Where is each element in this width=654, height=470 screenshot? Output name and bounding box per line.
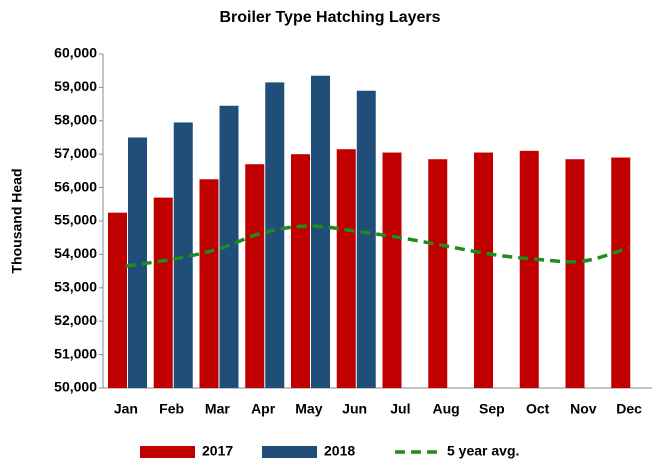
y-tick-label: 54,000 (54, 245, 97, 261)
x-tick-label: Dec (616, 401, 642, 417)
x-tick-label: Sep (479, 401, 505, 417)
bar (108, 212, 127, 388)
x-tick-label: Jul (390, 401, 410, 417)
bar (474, 152, 493, 388)
x-tick-label: May (295, 401, 322, 417)
bar (611, 157, 631, 388)
bar (173, 122, 193, 388)
y-tick-label: 58,000 (54, 112, 97, 128)
legend-swatch (140, 446, 195, 458)
bar (519, 150, 539, 388)
y-tick-label: 51,000 (54, 345, 97, 361)
bar (428, 159, 448, 388)
x-tick-label: Aug (433, 401, 460, 417)
legend-label: 2017 (202, 443, 233, 459)
x-tick-label: Mar (205, 401, 230, 417)
y-axis-title: Thousand Head (9, 168, 25, 273)
bar (382, 152, 402, 388)
bar (565, 159, 585, 388)
y-tick-label: 56,000 (54, 178, 97, 194)
bar (265, 82, 285, 388)
bar (245, 164, 265, 388)
bar (128, 137, 147, 388)
y-tick-label: 59,000 (54, 78, 97, 94)
y-tick-label: 53,000 (54, 279, 97, 295)
bar (291, 154, 310, 388)
y-tick-label: 55,000 (54, 212, 97, 228)
legend-label: 2018 (324, 443, 355, 459)
legend-label: 5 year avg. (447, 443, 519, 459)
bar (153, 197, 173, 388)
legend-swatch (262, 446, 317, 458)
chart-title: Broiler Type Hatching Layers (219, 9, 440, 26)
x-tick-label: Jun (342, 401, 367, 417)
bar (199, 179, 219, 388)
bar (336, 149, 356, 388)
bar (311, 75, 330, 389)
x-tick-label: Feb (159, 401, 184, 417)
x-tick-label: Nov (570, 401, 597, 417)
y-tick-label: 50,000 (54, 379, 97, 395)
bar (356, 90, 376, 389)
x-tick-label: Apr (251, 401, 276, 417)
x-tick-label: Oct (526, 401, 550, 417)
line (125, 224, 630, 268)
y-tick-label: 52,000 (54, 312, 97, 328)
y-tick-label: 57,000 (54, 145, 97, 161)
x-tick-label: Jan (114, 401, 138, 417)
y-tick-label: 60,000 (54, 45, 97, 61)
